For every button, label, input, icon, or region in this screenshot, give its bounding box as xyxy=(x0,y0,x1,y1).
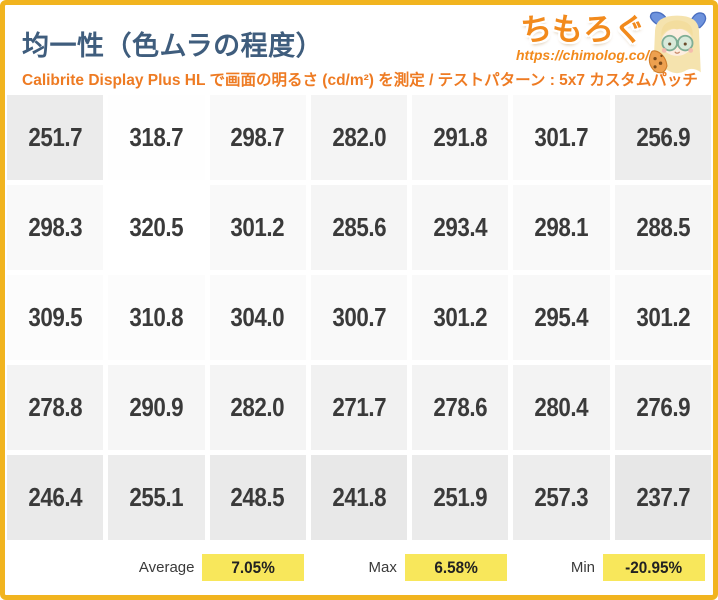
grid-cell: 298.1 xyxy=(513,185,610,270)
grid-cell: 304.0 xyxy=(209,275,306,360)
grid-cell: 256.9 xyxy=(614,95,711,180)
grid-cell: 301.7 xyxy=(513,95,610,180)
grid-cell: 276.9 xyxy=(614,365,711,450)
grid-cell: 251.7 xyxy=(7,95,104,180)
grid-cell: 300.7 xyxy=(310,275,408,360)
summary-min-value: -20.95% xyxy=(625,557,683,577)
grid-cell: 301.2 xyxy=(614,275,711,360)
grid-cell: 241.8 xyxy=(310,455,408,540)
summary-max-value: 6.58% xyxy=(434,557,478,577)
grid-cell: 298.7 xyxy=(209,95,306,180)
grid-cell: 237.7 xyxy=(614,455,711,540)
site-logo: ちもろぐ https://chimolog.co/ xyxy=(516,9,709,79)
grid-cell: 290.9 xyxy=(108,365,205,450)
grid-cell: 301.2 xyxy=(412,275,509,360)
grid-cell: 301.2 xyxy=(209,185,306,270)
grid-cell: 318.7 xyxy=(108,95,205,180)
grid-cell: 257.3 xyxy=(513,455,610,540)
summary-average-value: 7.05% xyxy=(231,557,276,577)
summary-row: Average 7.05% Max 6.58% Min -20.95% xyxy=(5,540,713,581)
grid-cell: 320.5 xyxy=(108,185,205,270)
grid-cell: 293.4 xyxy=(412,185,509,270)
summary-min-value-box: -20.95% xyxy=(603,554,705,581)
grid-cell: 282.0 xyxy=(209,365,306,450)
summary-min-group: Min -20.95% xyxy=(571,554,705,581)
summary-average-group: Average 7.05% xyxy=(139,554,305,581)
grid-cell: 251.9 xyxy=(412,455,509,540)
figure-header: 均一性（色ムラの程度） ちもろぐ https://chimolog.co/ xyxy=(5,5,713,93)
site-logo-text: ちもろぐ xyxy=(518,10,647,49)
grid-cell: 278.8 xyxy=(7,365,104,450)
grid-cell: 309.5 xyxy=(7,275,104,360)
uniformity-grid: 251.7 318.7 298.7 282.0 291.8 301.7 256.9 298.3… xyxy=(5,93,713,540)
grid-cell: 288.5 xyxy=(614,185,711,270)
grid-cell: 282.0 xyxy=(310,95,408,180)
mascot-illustration xyxy=(648,11,707,74)
figure-title: 均一性（色ムラの程度） xyxy=(22,31,324,61)
summary-min-label: Min xyxy=(570,559,595,576)
summary-max-value-box: 6.58% xyxy=(404,554,507,581)
grid-cell: 278.6 xyxy=(412,365,509,450)
grid-cell: 291.8 xyxy=(412,95,509,180)
site-url: https://chimolog.co/ xyxy=(516,47,649,63)
summary-max-label: Max xyxy=(368,559,397,576)
grid-cell: 271.7 xyxy=(310,365,408,450)
grid-cell: 285.6 xyxy=(310,185,408,270)
grid-cell: 298.3 xyxy=(7,185,104,270)
grid-cell: 246.4 xyxy=(7,455,104,540)
grid-cell: 295.4 xyxy=(513,275,610,360)
grid-cell: 255.1 xyxy=(108,455,205,540)
grid-cell: 248.5 xyxy=(209,455,306,540)
grid-cell: 310.8 xyxy=(108,275,205,360)
grid-cell: 280.4 xyxy=(513,365,610,450)
figure-subtitle: Calibrite Display Plus HL で画面の明るさ (cd/m²… xyxy=(22,72,698,89)
summary-average-label: Average xyxy=(138,559,195,576)
summary-average-value-box: 7.05% xyxy=(202,554,305,581)
summary-max-group: Max 6.58% xyxy=(368,554,507,581)
